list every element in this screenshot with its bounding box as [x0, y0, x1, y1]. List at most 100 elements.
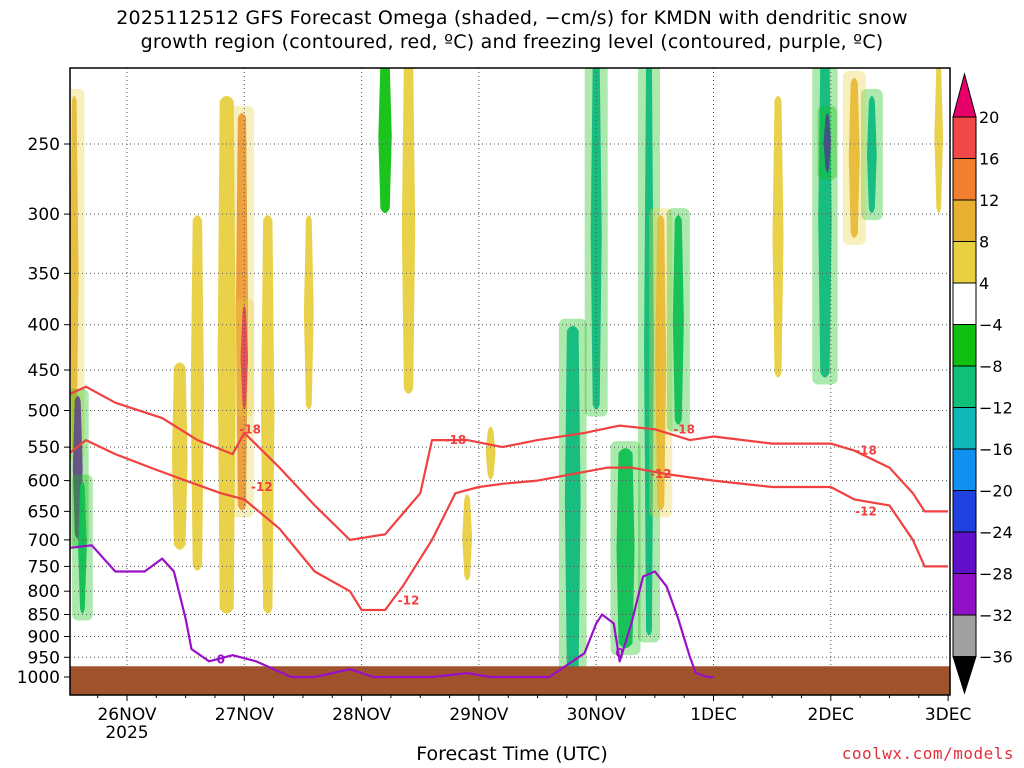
omega-band-8 [261, 215, 275, 614]
x-tick-label-3: 29NOV [449, 705, 508, 725]
omega-halo-16 [610, 441, 641, 656]
omega-band-4 [190, 215, 205, 571]
colorbar-label-7: −12 [979, 399, 1013, 418]
contour-label-8: 0 [217, 652, 225, 666]
x-year-label: 2025 [105, 723, 148, 743]
y-tick-label-400: 400 [28, 316, 60, 336]
colorbar-seg-8 [952, 407, 977, 450]
x-axis-label: Forecast Time (UTC) [416, 743, 608, 765]
y-tick-label-1000: 1000 [17, 668, 60, 688]
omega-band-19 [672, 215, 684, 425]
contour-label-9: 0 [615, 646, 623, 660]
omega-band-15 [590, 68, 602, 410]
colorbar-label-4: 4 [979, 274, 989, 293]
contour-label-0: -18 [239, 422, 261, 436]
x-tick-label-2: 28NOV [332, 705, 391, 725]
colorbar-label-11: −28 [979, 565, 1013, 584]
x-tick-label-4: 30NOV [567, 705, 626, 725]
colorbar: 20 16 12 8 4 −4 −8 −12 −16 −20 −24 −28 −32 −36 [952, 72, 1013, 695]
chart-title-line-2: growth region (contoured, red, ºC) and f… [140, 31, 884, 53]
y-tick-label-700: 700 [28, 531, 60, 551]
omega-halo-24 [842, 70, 866, 245]
omega-band-12 [462, 494, 473, 581]
colorbar-label-8: −16 [979, 440, 1013, 459]
y-tick-label-550: 550 [28, 438, 60, 458]
contour-label-1: -12 [251, 480, 273, 494]
omega-band-14 [564, 325, 581, 676]
omega-halo-2 [72, 474, 93, 621]
omega-halo-21 [812, 68, 838, 385]
colorbar-seg-1 [952, 116, 977, 159]
y-tick-label-350: 350 [28, 264, 60, 284]
omega-band-16 [616, 448, 635, 649]
omega-band-2 [78, 481, 87, 614]
omega-halo-0 [70, 88, 85, 461]
chart-title: 2025112512 GFS Forecast Omega (shaded, −… [0, 6, 1024, 54]
omega-band-3 [171, 362, 188, 550]
ground-layer [70, 666, 950, 695]
colorbar-label-3: 8 [979, 233, 989, 252]
omega-band-18 [655, 215, 667, 511]
x-tick-label-5: 1DEC [690, 705, 737, 725]
colorbar-seg-5 [952, 282, 977, 325]
omega-halo-7 [234, 298, 255, 417]
y-axis: 2503003504004505005506006507007508008509… [17, 135, 70, 688]
omega-band-25 [934, 68, 944, 214]
grid-lines [70, 68, 950, 695]
colorbar-seg-9 [952, 448, 977, 491]
omega-halo-22 [817, 105, 838, 180]
y-tick-label-250: 250 [28, 135, 60, 155]
contour-label-6: -18 [855, 444, 877, 458]
x-tick-label-1: 27NOV [215, 705, 274, 725]
contour-label-5: -18 [673, 422, 695, 436]
omega-band-0 [70, 95, 79, 454]
colorbar-seg-13 [952, 614, 977, 657]
plot-border [69, 67, 951, 696]
colorbar-label-10: −24 [979, 523, 1013, 542]
colorbar-label-0: 20 [979, 108, 999, 127]
omega-band-17 [644, 68, 654, 636]
y-tick-label-650: 650 [28, 502, 60, 522]
omega-shading [70, 68, 944, 683]
omega-band-5 [217, 95, 236, 614]
credit-link[interactable]: coolwx.com/models [841, 744, 1014, 763]
omega-halo-6 [229, 105, 255, 518]
x-tick-label-6: 2DEC [808, 705, 855, 725]
omega-band-24 [848, 77, 860, 238]
omega-halo-18 [649, 208, 673, 518]
omega-halo-14 [558, 318, 587, 683]
omega-band-10 [378, 68, 392, 214]
contour-minus12 [70, 439, 949, 612]
colorbar-seg-10 [952, 490, 977, 533]
x-tick-label-0: 26NOV [97, 705, 156, 725]
y-tick-label-900: 900 [28, 627, 60, 647]
contour-minus18 [70, 385, 949, 541]
omega-band-22 [823, 112, 832, 173]
y-tick-label-800: 800 [28, 582, 60, 602]
y-tick-label-500: 500 [28, 402, 60, 422]
omega-band-11 [401, 68, 416, 394]
omega-band-6 [235, 112, 249, 511]
colorbar-bottom-arrow [952, 656, 977, 695]
terrain-fill [70, 666, 950, 695]
colorbar-seg-7 [952, 365, 977, 408]
contour-label-3: -12 [398, 594, 420, 608]
y-tick-label-850: 850 [28, 606, 60, 626]
contours: -18 -12 -18 -12 -12 -18 -18 -12 0 0 [70, 385, 949, 679]
omega-halo-17 [638, 68, 660, 643]
omega-halo-23 [860, 88, 883, 221]
colorbar-seg-11 [952, 531, 977, 574]
y-tick-label-950: 950 [28, 648, 60, 668]
contour-label-7: -12 [855, 504, 877, 518]
y-tick-label-450: 450 [28, 361, 60, 381]
omega-band-23 [866, 95, 877, 214]
chart-title-line-1: 2025112512 GFS Forecast Omega (shaded, −… [116, 7, 908, 29]
colorbar-seg-2 [952, 158, 977, 201]
omega-band-7 [240, 305, 249, 410]
colorbar-label-6: −8 [979, 357, 1003, 376]
x-tick-label-7: 3DEC [925, 705, 972, 725]
y-tick-label-750: 750 [28, 557, 60, 577]
colorbar-label-2: 12 [979, 191, 999, 210]
contour-label-2: -18 [445, 433, 467, 447]
